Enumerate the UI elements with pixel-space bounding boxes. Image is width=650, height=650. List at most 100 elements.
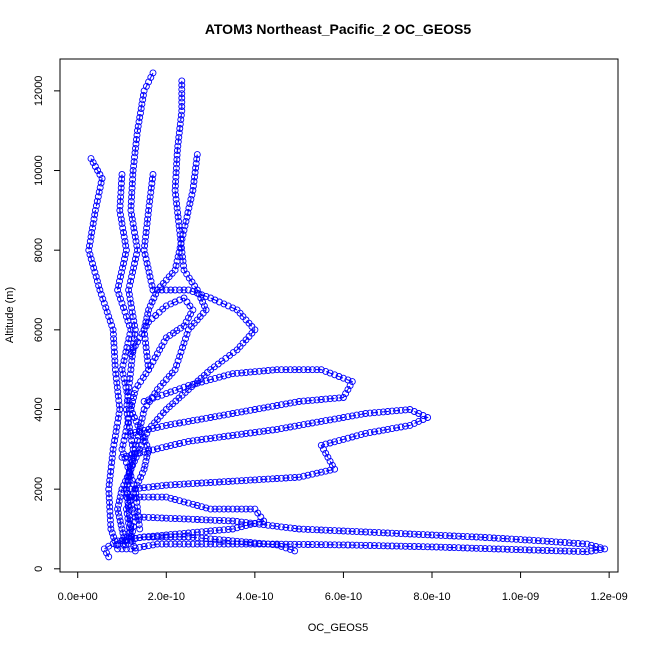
data-point [129,268,137,276]
data-point [353,528,361,536]
data-point [145,206,153,214]
data-point [525,536,533,544]
data-point [116,206,124,214]
data-point [143,352,151,360]
data-point [162,540,170,548]
data-point [136,113,144,121]
data-point [419,412,427,419]
data-point [89,224,96,232]
data-point [172,164,180,172]
data-point [127,198,135,205]
data-point [401,542,409,550]
data-point [291,366,299,374]
data-point [119,361,127,369]
data-point [142,339,150,347]
data-point [184,326,192,334]
data-point [143,348,151,356]
data-point [171,441,179,448]
data-point [220,540,228,548]
data-point [143,220,151,228]
data-point [179,231,187,239]
data-point [135,118,143,126]
data-point [384,542,392,550]
data-point [499,545,507,553]
data-point [189,186,197,194]
data-point [273,541,281,549]
data-point [122,536,130,544]
data-point [176,286,184,294]
data-point [229,517,237,525]
data-point [115,513,123,521]
data-point [180,322,188,330]
data-point [158,286,166,294]
data-point [127,326,135,334]
data-point [348,433,356,441]
data-point [220,478,228,486]
data-point [162,390,170,398]
data-point [182,217,190,225]
data-point [366,409,374,417]
data-point [122,541,129,549]
data-point [148,180,156,187]
data-point [180,262,187,270]
data-point [202,504,210,512]
data-point [176,125,184,132]
data-point [111,437,119,444]
data-point [282,523,290,531]
data-point [317,396,325,403]
data-point [556,547,564,555]
data-point [142,457,150,465]
data-point [145,483,153,491]
data-point [143,453,151,461]
data-point [122,452,130,460]
data-point [121,255,128,263]
data-point [125,419,133,427]
data-point [410,419,418,427]
data-point [141,433,149,441]
data-point [331,394,339,402]
data-point [115,290,123,298]
data-point [134,421,142,429]
data-point [189,288,197,296]
data-point [300,540,308,548]
data-point [105,481,113,489]
data-point [106,512,114,520]
data-point [179,344,186,351]
x-axis-label: OC_GEOS5 [308,622,369,634]
data-point [317,526,325,534]
data-point [574,547,582,555]
data-point [269,541,277,548]
data-point [346,382,354,390]
data-point [120,260,127,267]
data-point [140,426,148,434]
data-point [114,414,122,422]
data-point [539,537,547,545]
data-point [145,542,153,550]
data-point [269,426,277,434]
data-point [130,158,138,166]
data-point [242,476,250,484]
data-point [176,540,184,548]
data-point [147,188,155,196]
data-point [255,367,263,375]
data-point [308,541,316,548]
data-point [255,405,263,413]
data-point [187,195,195,203]
data-point [184,540,192,548]
data-point [85,246,93,254]
data-point [139,91,147,99]
data-point [291,525,299,532]
data-point [136,543,144,551]
data-point [384,529,392,537]
data-point [123,397,131,405]
data-point [277,540,285,548]
x-tick-label: 6.0e-10 [325,591,362,603]
data-point [105,485,113,493]
data-point [131,493,139,501]
data-point [177,116,185,124]
data-point [415,410,423,417]
data-point [424,414,432,421]
data-point [233,409,241,417]
data-point [171,298,179,306]
data-point [173,151,181,159]
